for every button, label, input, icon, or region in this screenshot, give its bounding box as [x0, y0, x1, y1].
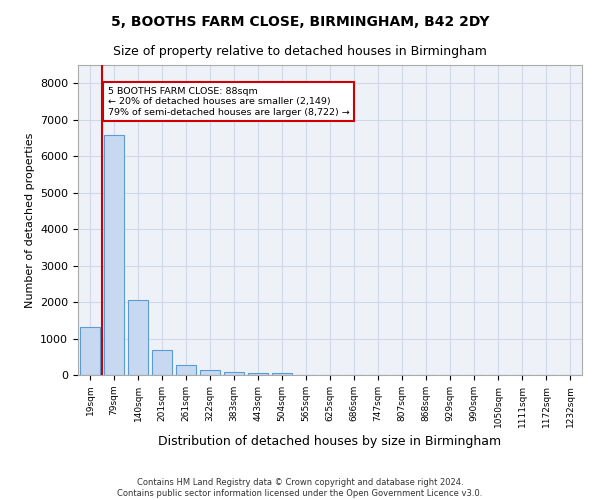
- Y-axis label: Number of detached properties: Number of detached properties: [25, 132, 35, 308]
- Text: Distribution of detached houses by size in Birmingham: Distribution of detached houses by size …: [158, 435, 502, 448]
- Bar: [248, 373, 268, 375]
- Text: 5, BOOTHS FARM CLOSE, BIRMINGHAM, B42 2DY: 5, BOOTHS FARM CLOSE, BIRMINGHAM, B42 2D…: [111, 15, 489, 29]
- Bar: [272, 373, 292, 375]
- Bar: [80, 327, 100, 375]
- Text: 5 BOOTHS FARM CLOSE: 88sqm
← 20% of detached houses are smaller (2,149)
79% of s: 5 BOOTHS FARM CLOSE: 88sqm ← 20% of deta…: [108, 87, 350, 117]
- Text: Contains HM Land Registry data © Crown copyright and database right 2024.
Contai: Contains HM Land Registry data © Crown c…: [118, 478, 482, 498]
- Bar: [128, 300, 148, 375]
- Bar: [176, 365, 196, 375]
- Bar: [104, 135, 124, 375]
- Bar: [152, 350, 172, 375]
- Bar: [200, 370, 220, 375]
- Bar: [224, 372, 244, 375]
- Text: Size of property relative to detached houses in Birmingham: Size of property relative to detached ho…: [113, 45, 487, 58]
